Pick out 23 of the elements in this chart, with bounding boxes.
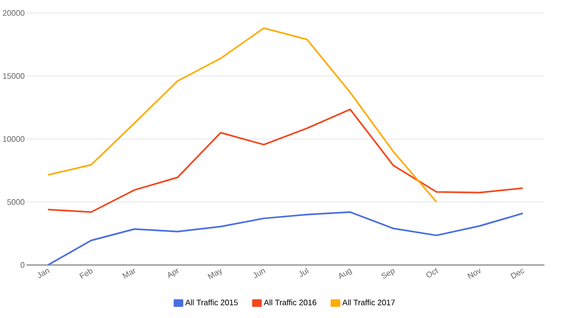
x-tick-label: Jan [38, 269, 50, 278]
x-tick-label: Sep [381, 269, 395, 278]
line-series [47, 108, 524, 213]
x-tick-label: Oct [426, 268, 439, 278]
legend-label: All Traffic 2015 [185, 299, 238, 306]
legend-label: All Traffic 2016 [264, 299, 316, 306]
x-tick-label: Apr [168, 268, 178, 278]
legend-label: All Traffic 2017 [342, 299, 395, 306]
y-tick-label: 0 [20, 262, 24, 268]
x-tick-label: Aug [339, 268, 352, 280]
x-tick-label: Dec [510, 269, 524, 279]
line-series [47, 27, 438, 203]
x-tick-label: Jul [299, 268, 309, 277]
y-tick-label: 5000 [7, 199, 24, 205]
y-tick-label: 15000 [3, 73, 24, 79]
x-tick-label: Nov [467, 268, 480, 279]
x-tick-label: Feb [79, 268, 93, 279]
x-tick-label: Mar [122, 268, 136, 279]
y-tick-label: 20000 [2, 10, 24, 16]
y-tick-label: 10000 [3, 136, 24, 142]
x-tick-label: May [208, 268, 222, 280]
line-series [47, 211, 524, 265]
x-tick-label: Jun [253, 269, 266, 278]
